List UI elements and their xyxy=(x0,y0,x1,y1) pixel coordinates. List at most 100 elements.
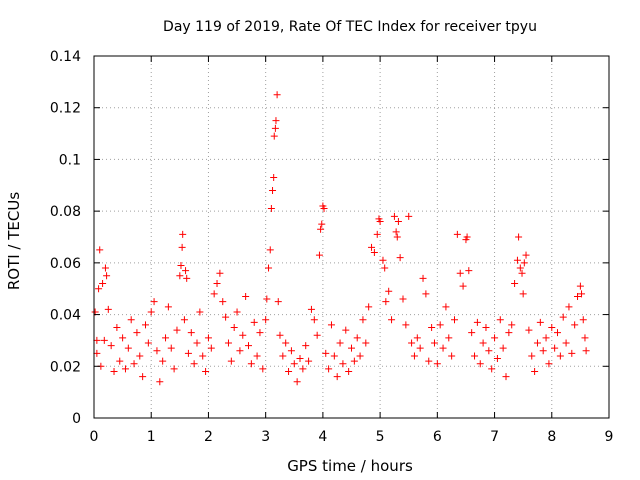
data-point xyxy=(265,264,273,272)
data-point xyxy=(213,280,221,288)
data-point xyxy=(376,217,384,225)
data-point xyxy=(219,298,227,306)
data-point xyxy=(270,174,278,182)
data-point xyxy=(267,205,275,213)
data-point xyxy=(116,357,124,365)
data-point xyxy=(179,230,187,238)
x-tick-label: 8 xyxy=(547,429,556,445)
data-point xyxy=(204,334,212,342)
data-point xyxy=(482,324,490,331)
data-point xyxy=(425,357,433,365)
data-point xyxy=(178,243,186,251)
y-tick-label: 0 xyxy=(72,411,81,427)
data-point xyxy=(393,233,401,241)
data-point xyxy=(339,360,347,368)
data-point xyxy=(445,334,453,342)
data-point xyxy=(394,217,402,225)
data-point xyxy=(396,254,404,262)
data-point xyxy=(451,316,458,324)
data-point xyxy=(519,290,527,298)
data-point xyxy=(222,313,230,321)
data-point xyxy=(542,334,550,342)
data-point xyxy=(571,321,579,329)
data-point xyxy=(253,352,261,360)
data-point xyxy=(176,272,184,280)
data-point xyxy=(471,352,479,360)
data-point xyxy=(556,352,564,360)
data-point xyxy=(388,316,396,324)
data-point xyxy=(551,344,559,352)
data-point xyxy=(428,324,436,331)
data-point xyxy=(513,256,521,264)
data-point xyxy=(313,331,321,339)
data-point xyxy=(392,228,400,236)
data-point xyxy=(508,321,516,329)
data-point xyxy=(373,230,381,238)
data-point xyxy=(216,269,224,277)
data-point xyxy=(162,334,170,342)
data-point xyxy=(368,243,376,251)
data-point xyxy=(130,360,138,368)
data-point xyxy=(413,334,421,342)
x-tick-label: 4 xyxy=(318,429,327,445)
y-axis-label: ROTI / TECUs xyxy=(5,192,23,290)
data-point xyxy=(430,339,438,347)
data-point xyxy=(402,321,410,329)
data-point xyxy=(272,117,280,125)
data-points-layer xyxy=(91,91,590,386)
data-point xyxy=(408,339,416,347)
data-point xyxy=(356,352,364,360)
data-point xyxy=(473,318,481,326)
data-point xyxy=(242,292,250,300)
data-point xyxy=(293,378,301,386)
data-point xyxy=(333,373,341,381)
data-point xyxy=(439,344,447,352)
data-point xyxy=(196,308,204,316)
data-point xyxy=(245,342,252,350)
data-point xyxy=(236,347,244,355)
axis-ticks-layer: 0 1 2 3 4 5 6 7 8 9 0 0.02 0.04 0.06 0.08 0.1 0.12 0.14 xyxy=(50,49,614,445)
data-point xyxy=(250,318,258,326)
data-point xyxy=(142,321,149,329)
data-point xyxy=(463,233,471,241)
data-point xyxy=(96,246,104,254)
data-point xyxy=(476,360,484,368)
y-tick-label: 0.04 xyxy=(50,308,81,324)
y-tick-label: 0.02 xyxy=(50,359,81,375)
data-point xyxy=(93,349,101,357)
data-point xyxy=(511,280,519,288)
data-point xyxy=(305,357,313,365)
data-point xyxy=(320,205,328,213)
data-point xyxy=(379,256,387,264)
data-point xyxy=(266,246,274,254)
data-point xyxy=(365,303,373,311)
data-point xyxy=(345,367,353,375)
x-tick-label: 0 xyxy=(90,429,99,445)
data-point xyxy=(307,305,315,313)
data-point xyxy=(576,282,584,290)
data-point xyxy=(247,360,255,368)
y-tick-label: 0.1 xyxy=(59,152,81,168)
data-point xyxy=(348,344,355,352)
data-point xyxy=(370,249,378,257)
data-point xyxy=(110,367,118,375)
data-point xyxy=(499,344,507,352)
data-point xyxy=(327,321,335,329)
data-point xyxy=(410,352,418,360)
data-point xyxy=(405,212,413,220)
data-point xyxy=(433,360,441,368)
data-point xyxy=(95,285,103,293)
data-point xyxy=(107,342,115,350)
x-tick-label: 7 xyxy=(490,429,499,445)
x-tick-label: 9 xyxy=(605,429,614,445)
data-point xyxy=(362,339,370,347)
data-point xyxy=(442,303,450,311)
data-point xyxy=(419,274,427,282)
data-point xyxy=(139,373,147,381)
data-point xyxy=(505,329,513,337)
data-point xyxy=(193,339,201,347)
data-point xyxy=(299,365,307,373)
data-point xyxy=(124,344,132,352)
data-point xyxy=(269,186,277,194)
